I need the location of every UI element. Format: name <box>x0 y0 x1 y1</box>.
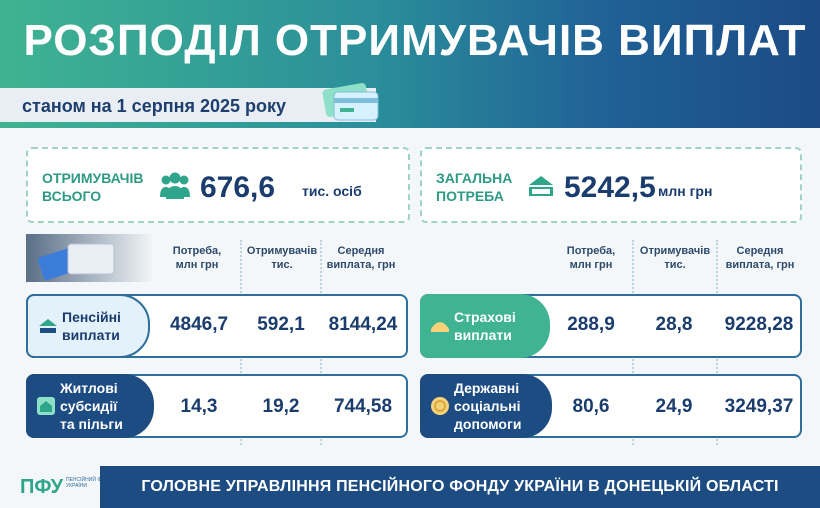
col-header-need-right-line2: млн грн <box>569 259 613 271</box>
row-social-label-line1: Державні <box>454 380 520 396</box>
subtitle-date: станом на 1 серпня 2025 року <box>22 96 286 116</box>
summary-need: ЗАГАЛЬНА ПОТРЕБА 5242,5 млн грн <box>420 147 802 223</box>
col-header-recipients-left: Отримувачів тис. <box>241 244 323 272</box>
footer-organization: ГОЛОВНЕ УПРАВЛІННЯ ПЕНСІЙНОГО ФОНДУ УКРА… <box>141 478 779 495</box>
summary-recipients-value: 676,6 <box>200 171 276 204</box>
col-header-need-right: Потреба, млн грн <box>550 244 632 272</box>
cards-icon <box>322 83 379 121</box>
row-pension-label-line2: виплати <box>62 327 120 343</box>
row-housing-label: Житлові субсидії та пільги <box>26 374 154 438</box>
summary-recipients: ОТРИМУВАЧІВ ВСЬОГО 676,6 тис. осіб <box>26 147 410 223</box>
summary-recipients-label-line2: ВСЬОГО <box>42 188 102 204</box>
summary-recipients-label-line1: ОТРИМУВАЧІВ <box>42 170 144 186</box>
row-insurance-label-line1: Страхові <box>454 309 516 325</box>
row-social-label-line2: соціальні <box>454 398 521 414</box>
col-header-average-right-line2: виплата, грн <box>725 259 795 271</box>
summary-need-label-line2: ПОТРЕБА <box>436 188 504 204</box>
col-header-need-left-line2: млн грн <box>175 259 219 271</box>
col-header-average-left: Середня виплата, грн <box>320 244 402 272</box>
coin-icon <box>431 397 449 415</box>
insurance-average: 9228,28 <box>724 314 794 335</box>
row-housing-label-line1: Житлові <box>60 380 118 396</box>
col-header-average-right: Середня виплата, грн <box>719 244 801 272</box>
house-icon <box>37 397 55 415</box>
summary-need-unit: млн грн <box>658 183 713 199</box>
col-header-recipients-left-line1: Отримувачів <box>246 245 318 257</box>
summary-recipients-unit: тис. осіб <box>302 183 362 199</box>
col-header-need-left: Потреба, млн грн <box>156 244 238 272</box>
insurance-need: 288,9 <box>567 314 615 335</box>
housing-recipients: 19,2 <box>262 396 300 417</box>
pfu-logo-mark: ПФУ <box>20 476 64 498</box>
row-housing-label-line3: та пільги <box>60 416 123 432</box>
row-pension-label: Пенсійні виплати <box>26 294 150 358</box>
insurance-recipients: 28,8 <box>655 314 693 335</box>
footer-band <box>100 466 820 508</box>
pfu-logo: ПФУ ПЕНСІЙНИЙ ФОНД УКРАЇНИ <box>20 476 112 499</box>
col-header-recipients-right-line2: тис. <box>664 259 686 271</box>
col-header-need-right-line1: Потреба, <box>566 245 616 257</box>
row-insurance-label: Страхові виплати <box>420 294 550 358</box>
col-header-average-right-line1: Середня <box>736 245 784 257</box>
social-recipients: 24,9 <box>655 396 693 417</box>
row-housing-label-line2: субсидії <box>60 398 118 414</box>
pension-need: 4846,7 <box>169 314 229 335</box>
row-pension-label-line1: Пенсійні <box>62 309 121 325</box>
col-header-recipients-right: Отримувачів тис. <box>634 244 716 272</box>
col-header-recipients-right-line1: Отримувачів <box>639 245 711 257</box>
payment-card-photo <box>26 234 154 282</box>
row-social-label-line3: допомоги <box>454 416 522 432</box>
pension-recipients: 592,1 <box>257 314 305 335</box>
subtitle-bar <box>0 88 376 122</box>
page-title: РОЗПОДІЛ ОТРИМУВАЧІВ ВИПЛАТ <box>23 16 807 65</box>
row-social-label: Державні соціальні допомоги <box>420 374 552 438</box>
pension-icon <box>39 319 57 333</box>
money-icon <box>529 176 553 196</box>
col-header-average-left-line1: Середня <box>337 245 385 257</box>
social-average: 3249,37 <box>724 396 794 417</box>
people-icon <box>160 172 190 199</box>
col-header-average-left-line2: виплата, грн <box>326 259 396 271</box>
pfu-logo-caption: ПЕНСІЙНИЙ ФОНД УКРАЇНИ <box>66 477 113 489</box>
umbrella-icon <box>431 322 449 332</box>
col-header-recipients-left-line2: тис. <box>271 259 293 271</box>
summary-need-label-line1: ЗАГАЛЬНА <box>436 170 513 186</box>
summary-need-label: ЗАГАЛЬНА ПОТРЕБА <box>436 169 556 205</box>
summary-recipients-label: ОТРИМУВАЧІВ ВСЬОГО <box>42 169 162 205</box>
housing-need: 14,3 <box>180 396 218 417</box>
social-need: 80,6 <box>572 396 610 417</box>
row-insurance-label-line2: виплати <box>454 327 512 343</box>
summary-need-value: 5242,5 <box>564 171 656 204</box>
housing-average: 744,58 <box>333 396 393 417</box>
pension-average: 8144,24 <box>328 314 398 335</box>
col-header-need-left-line1: Потреба, <box>172 245 222 257</box>
